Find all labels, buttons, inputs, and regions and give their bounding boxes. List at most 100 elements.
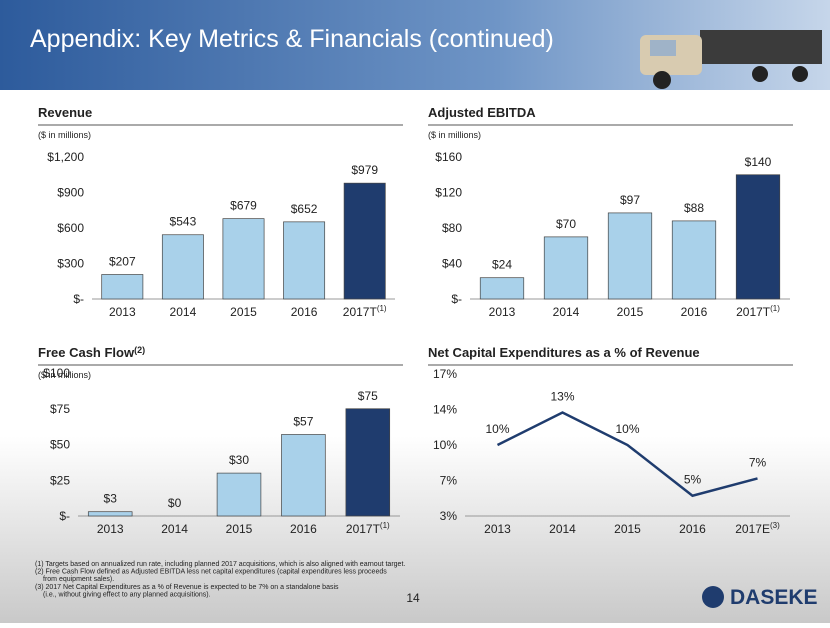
page-number: 14 bbox=[406, 591, 420, 605]
x-tick-label: 2017T(1) bbox=[346, 521, 390, 536]
category: 2013 bbox=[484, 522, 511, 536]
footnote: (3) 2017 Net Capital Expenditures as a %… bbox=[35, 584, 339, 591]
chart-title: Revenue bbox=[38, 105, 92, 120]
y-tick-label: $600 bbox=[57, 221, 84, 235]
category: 2016 bbox=[290, 522, 317, 536]
category: 2013 bbox=[489, 305, 516, 319]
x-tick-label: 2016 bbox=[291, 305, 318, 319]
y-tick-label: 14% bbox=[433, 403, 457, 417]
y-tick-label: 3% bbox=[440, 509, 458, 523]
bar bbox=[735, 174, 781, 300]
footnote: (2) Free Cash Flow defined as Adjusted E… bbox=[35, 569, 387, 576]
chart-title-text: Adjusted EBITDA bbox=[428, 105, 536, 120]
bar bbox=[281, 434, 326, 517]
y-tick-label: $50 bbox=[50, 438, 70, 452]
y-tick-label: $- bbox=[73, 292, 84, 306]
chart-subtitle: ($ in millions) bbox=[38, 130, 91, 140]
bar bbox=[222, 218, 265, 300]
x-tick-label: 2016 bbox=[681, 305, 708, 319]
value-label: $97 bbox=[620, 193, 640, 207]
bar bbox=[345, 408, 391, 517]
category-note: (1) bbox=[377, 304, 387, 313]
value-label: 7% bbox=[749, 455, 767, 469]
y-tick-label: $120 bbox=[435, 186, 462, 200]
x-tick-label: 2015 bbox=[617, 305, 644, 319]
y-tick-label: 10% bbox=[433, 438, 457, 452]
chart-subtitle: ($ in millions) bbox=[38, 370, 91, 380]
y-tick-label: $1,200 bbox=[47, 150, 84, 164]
x-tick-label: 2017E(3) bbox=[735, 521, 780, 536]
category: 2017T bbox=[343, 305, 378, 319]
category: 2015 bbox=[614, 522, 641, 536]
x-tick-label: 2016 bbox=[679, 522, 706, 536]
category: 2013 bbox=[97, 522, 124, 536]
category: 2014 bbox=[170, 305, 197, 319]
bar bbox=[87, 511, 133, 517]
category-note: (3) bbox=[770, 521, 780, 530]
category-note: (1) bbox=[770, 304, 780, 313]
category-note: (1) bbox=[380, 521, 390, 530]
bar bbox=[479, 277, 525, 300]
x-tick-label: 2016 bbox=[290, 522, 317, 536]
chart-title-text: Free Cash Flow bbox=[38, 345, 135, 360]
y-tick-label: $- bbox=[59, 509, 70, 523]
bar bbox=[101, 274, 144, 300]
x-tick-label: 2013 bbox=[484, 522, 511, 536]
value-label: 10% bbox=[485, 422, 509, 436]
bar bbox=[343, 182, 386, 300]
value-label: $652 bbox=[291, 202, 318, 216]
y-tick-label: $300 bbox=[57, 257, 84, 271]
bar bbox=[161, 234, 204, 300]
category: 2016 bbox=[679, 522, 706, 536]
x-tick-label: 2015 bbox=[230, 305, 257, 319]
value-label: 5% bbox=[684, 473, 702, 487]
value-label: $75 bbox=[358, 389, 378, 403]
x-tick-label: 2017T(1) bbox=[736, 304, 780, 319]
category: 2017E bbox=[735, 522, 770, 536]
category: 2013 bbox=[109, 305, 136, 319]
bar bbox=[671, 220, 717, 300]
value-label: $3 bbox=[104, 492, 118, 506]
chart-subtitle: ($ in millions) bbox=[428, 130, 481, 140]
value-label: 13% bbox=[550, 390, 574, 404]
value-label: $207 bbox=[109, 255, 136, 269]
category: 2016 bbox=[681, 305, 708, 319]
y-tick-label: $100 bbox=[43, 366, 70, 380]
category: 2015 bbox=[226, 522, 253, 536]
y-tick-label: $40 bbox=[442, 257, 462, 271]
y-tick-label: $25 bbox=[50, 473, 70, 487]
value-label: $0 bbox=[168, 496, 182, 510]
x-tick-label: 2013 bbox=[97, 522, 124, 536]
category: 2015 bbox=[617, 305, 644, 319]
value-label: $543 bbox=[170, 215, 197, 229]
category: 2015 bbox=[230, 305, 257, 319]
value-label: $30 bbox=[229, 453, 249, 467]
bar bbox=[543, 236, 589, 300]
x-tick-label: 2014 bbox=[549, 522, 576, 536]
y-tick-label: 17% bbox=[433, 367, 457, 381]
chart-title-text: Revenue bbox=[38, 105, 92, 120]
bar bbox=[216, 472, 262, 517]
value-label: $88 bbox=[684, 201, 704, 215]
chart-title-text: Net Capital Expenditures as a % of Reven… bbox=[428, 345, 700, 360]
value-label: $140 bbox=[745, 155, 772, 169]
category: 2014 bbox=[549, 522, 576, 536]
logo-text: DASEKE bbox=[730, 586, 818, 609]
y-tick-label: $160 bbox=[435, 150, 462, 164]
x-tick-label: 2013 bbox=[489, 305, 516, 319]
category: 2014 bbox=[161, 522, 188, 536]
x-tick-label: 2015 bbox=[614, 522, 641, 536]
x-tick-label: 2015 bbox=[226, 522, 253, 536]
chart-title-note: (2) bbox=[134, 345, 145, 355]
value-label: $57 bbox=[293, 414, 313, 428]
bar bbox=[607, 212, 653, 300]
y-tick-label: 7% bbox=[440, 474, 458, 488]
footnote: from equipment sales). bbox=[43, 576, 114, 583]
footnote: (1) Targets based on annualized run rate… bbox=[35, 561, 405, 568]
value-label: $70 bbox=[556, 217, 576, 231]
slide-title: Appendix: Key Metrics & Financials (cont… bbox=[30, 25, 554, 53]
value-label: $979 bbox=[351, 163, 378, 177]
